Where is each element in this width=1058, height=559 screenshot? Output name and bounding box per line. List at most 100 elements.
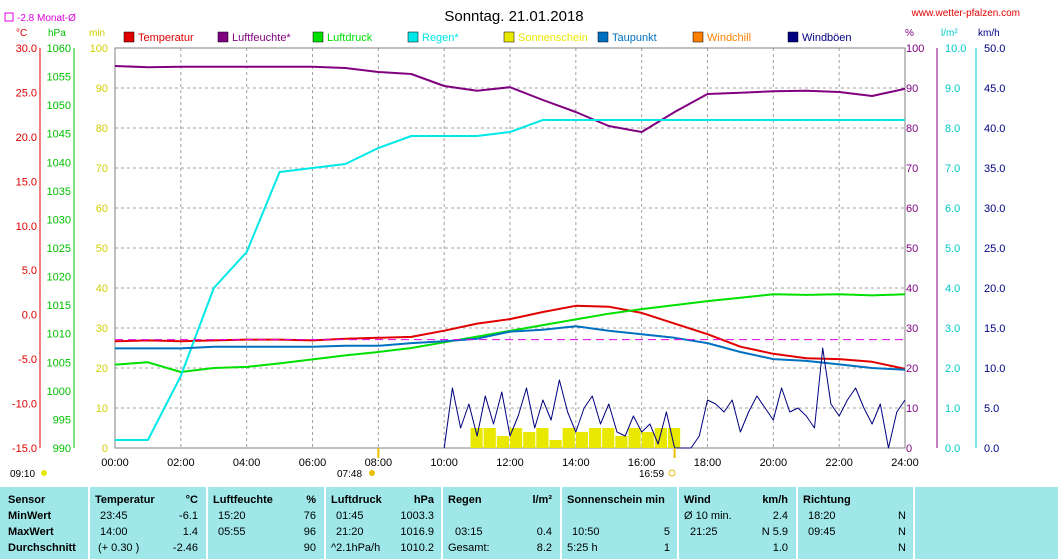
pressure-tick-label: 1045 — [47, 129, 71, 141]
sunrise-label: 07:48 — [337, 469, 362, 480]
time-tick-label: 08:00 — [365, 457, 393, 469]
rain-tick-label: 8.0 — [945, 123, 960, 135]
legend-swatch — [692, 31, 704, 43]
wind-unit: km/h — [978, 28, 1000, 39]
pressure-tick-label: 1000 — [47, 386, 71, 398]
time-tick-label: 22:00 — [825, 457, 853, 469]
chart-title: Sonntag. 21.01.2018 — [444, 8, 583, 25]
humidity-tick-label: 30 — [906, 323, 918, 335]
press-max-value: 1016.9 — [400, 526, 434, 538]
humidity-tick-label: 90 — [906, 83, 918, 95]
temp-tick-label: 15.0 — [16, 176, 37, 188]
legend-label: Windböen — [802, 32, 852, 44]
legend-swatch — [787, 31, 799, 43]
press-min-value: 1003.3 — [400, 510, 434, 522]
sunshine-bar — [536, 428, 549, 448]
row-label-max: MaxWert — [8, 526, 54, 538]
sun-max-time: 10:50 — [572, 526, 600, 538]
table-divider — [88, 487, 90, 559]
chart-series — [114, 65, 906, 458]
chart-axes: 30.0 25.0 20.0 15.0 10.0 5.0 0.0 -5.0 -10.0 -15.0… — [12, 43, 1006, 469]
rain-tick-label: 2.0 — [945, 363, 960, 375]
press-min-time: 01:45 — [336, 510, 364, 522]
humidity-line — [114, 65, 906, 133]
temp-avg-value: -2.46 — [172, 542, 198, 554]
rain-max-value: 0.4 — [536, 526, 552, 538]
rain-line — [115, 119, 905, 441]
wind-avg-value: 1.0 — [772, 542, 788, 554]
temp-header-unit: °C — [185, 494, 198, 506]
table-divider — [913, 487, 915, 559]
pressure-tick-label: 1050 — [47, 100, 71, 112]
humidity-tick-label: 50 — [906, 243, 918, 255]
rain-tick-label: 10.0 — [945, 43, 966, 55]
monthly-avg-label: -2.8 Monat-Ø — [17, 13, 76, 24]
sunrise-icon — [369, 470, 375, 476]
hum-max-value: 96 — [303, 526, 316, 538]
sunshine-bar — [602, 428, 615, 448]
hum-min-value: 76 — [303, 510, 316, 522]
direction-max-time: 09:45 — [808, 526, 836, 538]
pressure-tick-label: 990 — [53, 443, 71, 455]
rain-tick-label: 3.0 — [945, 323, 960, 335]
press-unit: hPa — [48, 28, 66, 39]
pressure-tick-label: 1035 — [47, 186, 71, 198]
time-tick-label: 24:00 — [891, 457, 919, 469]
pressure-tick-label: 1020 — [47, 272, 71, 284]
legend-swatch — [503, 31, 515, 43]
legend-label: Regen* — [422, 32, 459, 44]
sunshine-bar — [483, 428, 496, 448]
legend-swatch — [312, 31, 324, 43]
legend-swatch — [123, 31, 135, 43]
humidity-tick-label: 70 — [906, 163, 918, 175]
monthly-avg-marker — [4, 12, 14, 22]
sunshine-tick-label: 100 — [90, 43, 108, 55]
direction-max-value: N — [898, 526, 906, 538]
chart-legend: Temperatur Luftfeuchte* Luftdruck Regen* Son… — [123, 31, 852, 44]
pressure-tick-label: 1015 — [47, 300, 71, 312]
humidity-tick-label: 80 — [906, 123, 918, 135]
pressure-tick-label: 1010 — [47, 329, 71, 341]
rain-tick-label: 5.0 — [945, 243, 960, 255]
sunshine-bar — [575, 432, 588, 448]
row-label-min: MinWert — [8, 510, 52, 522]
sunset-label: 16:59 — [639, 469, 664, 480]
hum-min-time: 15:20 — [218, 510, 246, 522]
time-tick-label: 20:00 — [760, 457, 788, 469]
rain-tick-label: 6.0 — [945, 203, 960, 215]
direction-min-time: 18:20 — [808, 510, 836, 522]
sunshine-tick-label: 20 — [96, 363, 108, 375]
legend-label: Windchill — [707, 32, 751, 44]
table-divider — [206, 487, 208, 559]
table-divider — [560, 487, 562, 559]
rain-header-unit: l/m² — [532, 494, 552, 506]
wind-avg-label: Ø 10 min. — [684, 510, 732, 522]
sunshine-bar — [562, 428, 575, 448]
temp-tick-label: -5.0 — [18, 354, 37, 366]
temp-tick-label: 20.0 — [16, 132, 37, 144]
sun-start-icon — [41, 470, 47, 476]
wind-tick-label: 20.0 — [984, 283, 1005, 295]
humidity-tick-label: 0 — [906, 443, 912, 455]
temp-tick-label: 5.0 — [22, 265, 37, 277]
legend-swatch — [217, 31, 229, 43]
sun-max-value: 5 — [663, 526, 670, 538]
row-label-avg: Durchschnitt — [8, 542, 76, 554]
sunshine-tick-label: 30 — [96, 323, 108, 335]
weather-chart: Sonntag. 21.01.2018 www.wetter-pfalzen.c… — [4, 8, 1020, 480]
legend-swatch — [597, 31, 609, 43]
sunshine-bar — [510, 428, 523, 448]
press-header: Luftdruck — [331, 494, 382, 506]
wind-avg10-value: 2.4 — [772, 510, 788, 522]
website-link[interactable]: www.wetter-pfalzen.com — [911, 8, 1020, 19]
hum-header: Luftfeuchte — [213, 494, 273, 506]
wind-tick-label: 15.0 — [984, 323, 1005, 335]
time-tick-label: 18:00 — [694, 457, 722, 469]
legend-label: Temperatur — [138, 32, 194, 44]
sunshine-tick-label: 70 — [96, 163, 108, 175]
sunshine-bar — [615, 436, 628, 448]
wind-max-value: N 5.9 — [761, 526, 788, 538]
temp-tick-label: -10.0 — [12, 399, 37, 411]
pressure-tick-label: 1060 — [47, 43, 71, 55]
humidity-tick-label: 20 — [906, 363, 918, 375]
